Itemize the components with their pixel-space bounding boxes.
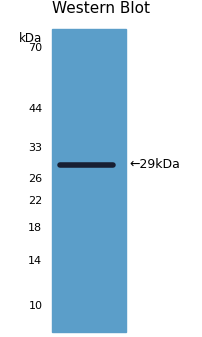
Title: Western Blot: Western Blot: [52, 1, 150, 17]
Text: kDa: kDa: [19, 32, 42, 45]
Bar: [52, 29, 125, 332]
Text: 10: 10: [28, 301, 42, 311]
Text: 18: 18: [28, 223, 42, 233]
Text: 33: 33: [28, 143, 42, 153]
Text: 22: 22: [28, 196, 42, 207]
Text: 70: 70: [28, 43, 42, 53]
Text: ←29kDa: ←29kDa: [129, 158, 180, 171]
Text: 26: 26: [28, 174, 42, 184]
Text: 44: 44: [28, 104, 42, 115]
Text: 14: 14: [28, 256, 42, 266]
